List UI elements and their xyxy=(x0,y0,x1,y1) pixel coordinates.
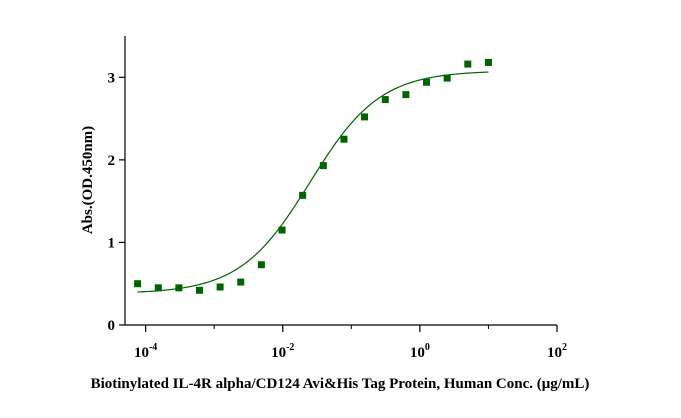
x-tick-label: 10-2 xyxy=(271,342,294,361)
data-point xyxy=(195,286,203,294)
data-point xyxy=(299,191,307,199)
data-point xyxy=(381,96,389,104)
data-point xyxy=(340,135,348,143)
data-point xyxy=(423,78,431,86)
x-tick-label: 100 xyxy=(410,342,430,361)
data-point xyxy=(484,58,492,66)
data-point xyxy=(319,162,327,170)
fit-curve xyxy=(137,71,489,293)
x-tick-label: 10-4 xyxy=(134,342,157,361)
axes: 0 1 2 3 10-4 10-2 100 102 xyxy=(108,36,567,361)
data-points xyxy=(134,58,492,294)
y-tick-label: 0 xyxy=(108,318,116,334)
y-tick-label: 3 xyxy=(108,70,116,86)
data-point xyxy=(278,226,286,234)
data-point xyxy=(257,261,265,269)
data-point xyxy=(464,60,472,68)
data-point xyxy=(134,280,142,288)
data-point xyxy=(175,284,183,292)
data-point xyxy=(402,91,410,99)
x-axis-title: Biotinylated IL-4R alpha/CD124 Avi&His T… xyxy=(91,376,590,392)
data-point xyxy=(237,278,245,286)
data-point xyxy=(443,74,451,82)
y-tick-label: 1 xyxy=(108,235,116,251)
data-point xyxy=(216,283,224,291)
x-tick-label: 102 xyxy=(547,342,567,361)
y-tick-label: 2 xyxy=(108,153,116,169)
data-point xyxy=(154,284,162,292)
y-axis-title: Abs.(OD.450nm) xyxy=(80,126,96,234)
data-point xyxy=(361,113,369,121)
